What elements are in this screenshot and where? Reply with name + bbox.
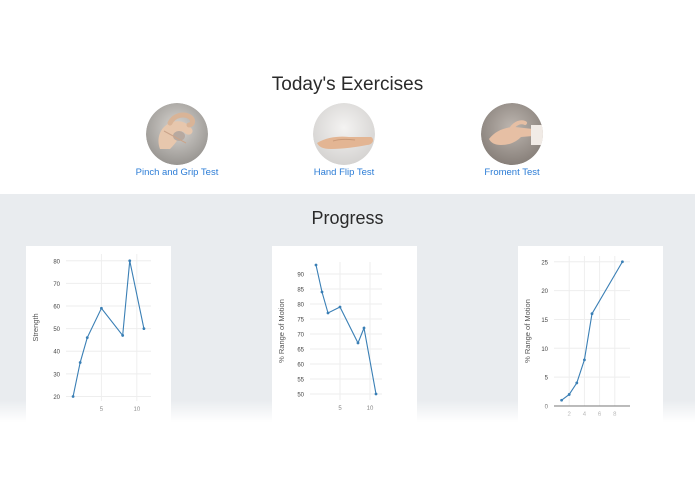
hand-pinch-photo[interactable] — [146, 103, 208, 165]
data-point — [338, 305, 342, 309]
series-line — [561, 261, 623, 401]
data-point — [320, 290, 324, 294]
strength-chart[interactable]: 20304050607080510Strength — [26, 246, 171, 422]
y-tick-label: 90 — [297, 273, 304, 279]
y-tick-label: 50 — [53, 327, 60, 333]
y-tick-label: 50 — [297, 393, 304, 399]
y-axis-label: % Range of Motion — [523, 299, 532, 363]
hand-flip-test-link[interactable]: Hand Flip Test — [313, 167, 375, 178]
series-line — [315, 264, 377, 395]
todays-exercises-section: Today's Exercises Pinch and Grip Test — [0, 0, 695, 194]
exercise-card-froment[interactable]: Froment Test — [432, 103, 592, 178]
y-tick-label: 70 — [297, 333, 304, 339]
page-footer-space — [0, 422, 695, 494]
data-point — [85, 336, 89, 340]
exercise-card-hand-flip[interactable]: Hand Flip Test — [264, 103, 424, 178]
y-tick-label: 20 — [541, 289, 548, 295]
data-point — [314, 263, 318, 267]
data-point — [71, 395, 75, 398]
exercise-card-pinch-grip[interactable]: Pinch and Grip Test — [97, 103, 257, 178]
data-point — [78, 361, 82, 364]
data-point — [621, 260, 624, 264]
y-tick-label: 65 — [297, 348, 304, 354]
pinch-and-grip-test-link[interactable]: Pinch and Grip Test — [135, 167, 219, 178]
data-point — [575, 381, 579, 385]
y-tick-label: 30 — [53, 372, 60, 378]
progress-title: Progress — [311, 208, 384, 228]
y-tick-label: 5 — [545, 376, 549, 382]
data-point — [128, 259, 132, 263]
y-tick-label: 25 — [541, 260, 548, 266]
data-point — [326, 311, 330, 315]
y-tick-label: 60 — [297, 363, 304, 369]
y-tick-label: 85 — [297, 288, 304, 294]
range-of-motion-chart-1[interactable]: 505560657075808590510% Range of Motion — [272, 246, 417, 422]
y-axis-label: % Range of Motion — [277, 299, 286, 363]
progress-section: Progress 20 30 40 50 60 70 80 5 10 Strength 50 55 6… — [0, 194, 695, 422]
y-tick-label: 10 — [541, 347, 548, 353]
data-point — [583, 358, 586, 362]
data-point — [567, 393, 571, 396]
y-tick-label: 80 — [297, 303, 304, 309]
y-tick-label: 15 — [541, 318, 548, 324]
range-of-motion-chart-card-1: 505560657075808590510% Range of Motion — [272, 246, 417, 422]
froment-test-link[interactable]: Froment Test — [484, 167, 540, 178]
y-tick-label: 60 — [53, 305, 60, 311]
range-of-motion-chart-2[interactable]: 05101520252468% Range of Motion — [518, 246, 663, 422]
y-tick-label: 75 — [297, 318, 304, 324]
hand-open-palm-photo[interactable] — [313, 103, 375, 165]
data-point — [356, 341, 360, 345]
strength-chart-card: 20304050607080510Strength — [26, 246, 171, 422]
data-point — [374, 392, 378, 396]
range-of-motion-chart-card-2: 05101520252468% Range of Motion — [518, 246, 663, 422]
y-tick-label: 55 — [297, 378, 304, 384]
exercises-title: Today's Exercises — [271, 74, 424, 95]
bottom-fade — [0, 400, 695, 422]
hand-froment-photo[interactable] — [481, 103, 543, 165]
y-tick-label: 20 — [53, 395, 60, 401]
data-point — [100, 306, 103, 310]
y-tick-label: 70 — [53, 282, 60, 288]
data-point — [590, 312, 594, 316]
data-point — [142, 327, 146, 331]
y-axis-label: Strength — [31, 313, 40, 341]
data-point — [362, 326, 366, 330]
data-point — [121, 334, 125, 337]
y-tick-label: 40 — [53, 350, 60, 356]
y-tick-label: 80 — [53, 259, 60, 265]
